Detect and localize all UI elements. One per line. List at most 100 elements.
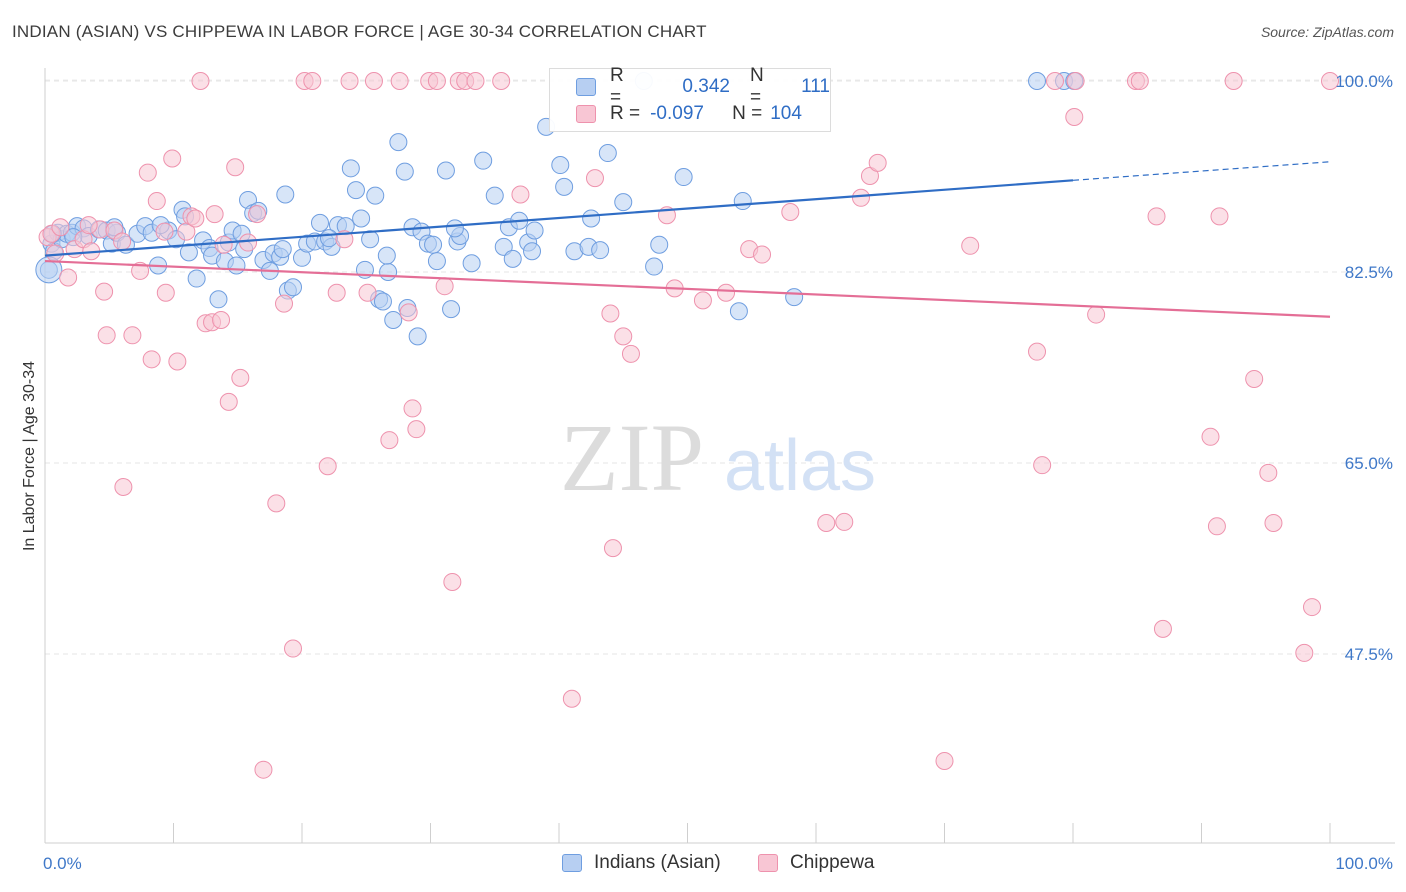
data-point	[248, 205, 267, 224]
data-point	[346, 181, 365, 200]
data-point	[835, 512, 854, 531]
legend-swatch-pink	[576, 105, 596, 123]
data-point	[562, 689, 581, 708]
data-point	[427, 72, 446, 90]
bottom-legend-label-indians: Indians (Asian)	[594, 852, 721, 873]
data-point	[239, 233, 258, 252]
data-point	[384, 311, 403, 330]
data-point	[403, 399, 422, 418]
data-point	[51, 218, 70, 237]
chart-title: INDIAN (ASIAN) VS CHIPPEWA IN LABOR FORC…	[12, 22, 707, 41]
y-tick-label: 100.0%	[1335, 72, 1393, 91]
tick-labels: 47.5% 65.0% 82.5% 100.0% 0.0% 100.0%	[43, 72, 1393, 873]
data-point	[267, 494, 286, 513]
data-point	[79, 216, 98, 235]
data-point	[273, 240, 292, 259]
y-tick-label: 65.0%	[1345, 454, 1393, 473]
x-tick-label: 100.0%	[1335, 854, 1393, 873]
data-point	[1153, 619, 1172, 638]
data-point	[582, 209, 601, 228]
bottom-legend-label-chippewa: Chippewa	[790, 852, 875, 873]
watermark: ZIP atlas	[560, 404, 876, 511]
data-point	[1295, 643, 1314, 662]
data-point	[1130, 72, 1149, 90]
data-point	[156, 283, 175, 302]
data-point	[781, 202, 800, 221]
data-point	[114, 478, 133, 497]
bottom-legend-chippewa: Chippewa	[758, 852, 875, 874]
data-point	[1028, 72, 1047, 90]
data-point	[445, 219, 464, 238]
data-point	[555, 177, 574, 196]
data-point	[59, 268, 78, 287]
data-point	[650, 235, 669, 254]
trend-line-indians	[44, 179, 1074, 257]
data-point	[511, 185, 530, 204]
data-point	[1259, 463, 1278, 482]
data-point	[123, 326, 142, 345]
data-point	[961, 236, 980, 255]
data-point	[408, 327, 427, 346]
data-point	[492, 72, 511, 90]
legend-r-label: R =	[609, 65, 624, 108]
data-point	[209, 290, 228, 309]
legend-n-label: N =	[732, 103, 763, 124]
data-point	[674, 168, 693, 187]
gridlines	[45, 79, 1395, 655]
data-point	[729, 302, 748, 321]
data-point	[1147, 207, 1166, 226]
data-point	[231, 368, 250, 387]
data-point	[1245, 369, 1264, 388]
data-point	[191, 72, 210, 90]
data-point	[785, 288, 804, 307]
data-point	[327, 283, 346, 302]
data-point	[466, 72, 485, 90]
data-point	[97, 326, 116, 345]
data-point	[303, 72, 322, 90]
data-point	[462, 254, 481, 273]
data-point	[1264, 514, 1283, 533]
data-point	[436, 161, 455, 180]
legend-r-label: R =	[610, 103, 641, 124]
legend-n-value: 104	[770, 103, 802, 124]
data-point	[407, 420, 426, 439]
data-point	[113, 232, 132, 251]
data-point	[427, 252, 446, 271]
data-point	[399, 303, 418, 322]
data-point	[373, 292, 392, 311]
data-point	[390, 72, 409, 90]
data-point	[621, 344, 640, 363]
data-point	[817, 514, 836, 533]
legend: R = 0.342 N = 111 R = -0.097 N = 104	[549, 65, 831, 132]
data-point	[138, 163, 157, 182]
y-tick-label: 82.5%	[1345, 263, 1393, 282]
legend-n-label: N =	[749, 65, 764, 108]
data-point	[1065, 108, 1084, 127]
data-point	[474, 151, 493, 170]
data-point	[284, 639, 303, 658]
data-point	[163, 149, 182, 168]
data-point	[95, 282, 114, 301]
data-point	[614, 193, 633, 212]
data-point	[443, 572, 462, 591]
data-point	[1224, 72, 1243, 90]
data-point	[485, 186, 504, 205]
data-point	[717, 283, 736, 302]
bottom-legend: Indians (Asian) Chippewa	[0, 852, 1406, 876]
data-point	[523, 242, 542, 261]
data-point	[226, 158, 245, 177]
axes	[44, 68, 1395, 844]
data-point	[1087, 305, 1106, 324]
data-point	[276, 185, 295, 204]
data-point	[310, 213, 329, 232]
data-point	[366, 186, 385, 205]
data-point	[205, 205, 224, 224]
bottom-legend-swatch-blue	[562, 854, 582, 872]
data-point	[358, 283, 377, 302]
data-point	[214, 235, 233, 254]
data-point	[1321, 72, 1339, 90]
legend-swatch-blue	[576, 78, 596, 96]
legend-r-value: -0.097	[650, 103, 704, 124]
data-point	[614, 327, 633, 346]
